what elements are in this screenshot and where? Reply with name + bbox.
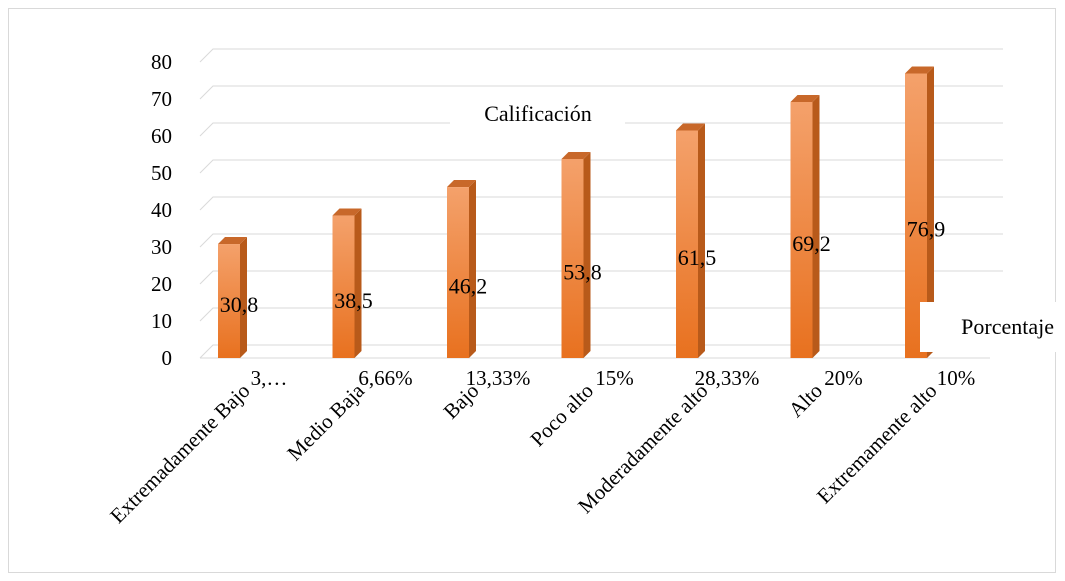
bar-front bbox=[332, 215, 355, 358]
data-label: 61,5 bbox=[678, 245, 717, 270]
category-label: Extremamente alto bbox=[812, 379, 942, 509]
bar-front bbox=[561, 158, 584, 358]
y-tick-label: 10 bbox=[151, 309, 172, 333]
bar-top bbox=[218, 237, 247, 245]
bar-top bbox=[790, 94, 820, 102]
bar-side bbox=[583, 151, 591, 358]
gridline bbox=[199, 233, 1003, 248]
gridline bbox=[199, 307, 1003, 322]
category-percentage: 13,33% bbox=[466, 366, 531, 390]
data-label: 53,8 bbox=[563, 259, 602, 284]
bar bbox=[447, 180, 476, 358]
y-tick-label: 60 bbox=[151, 124, 172, 148]
bars bbox=[218, 66, 934, 359]
gridlines bbox=[199, 48, 1003, 359]
bar-side bbox=[469, 180, 476, 358]
category-percentage: 28,33% bbox=[695, 366, 760, 390]
bar-top bbox=[905, 66, 934, 74]
gridline bbox=[199, 344, 1003, 359]
bar-side bbox=[927, 66, 934, 358]
category-percentages: 3,… 6,66% 13,33% 15% 28,33% 20% 10% bbox=[251, 366, 976, 390]
category-label: Alto bbox=[784, 379, 827, 422]
gridline bbox=[199, 85, 1003, 100]
bar-front bbox=[218, 244, 240, 358]
category-percentage: 6,66% bbox=[358, 366, 412, 390]
bar-front bbox=[790, 101, 813, 359]
bar-top bbox=[447, 180, 476, 188]
bar bbox=[905, 66, 934, 358]
data-label: 76,9 bbox=[907, 217, 946, 242]
bar-top bbox=[676, 123, 705, 131]
bar-side bbox=[698, 123, 705, 358]
y-tick-label: 0 bbox=[162, 346, 173, 370]
bar-front bbox=[447, 187, 469, 358]
data-labels: 30,8 38,5 46,2 53,8 61,5 69,2 76,9 bbox=[220, 217, 946, 317]
bar-front bbox=[676, 130, 698, 358]
category-percentage: 15% bbox=[595, 366, 634, 390]
category-percentage: 3,… bbox=[251, 366, 288, 390]
bar bbox=[218, 237, 247, 358]
bar bbox=[790, 94, 820, 359]
bar-side bbox=[354, 208, 362, 358]
y-tick-label: 30 bbox=[151, 235, 172, 259]
category-label: Poco alto bbox=[525, 379, 598, 452]
data-label: 69,2 bbox=[792, 231, 831, 256]
category-percentage: 20% bbox=[824, 366, 863, 390]
bar-side bbox=[240, 237, 247, 358]
category-label: Extremadamente Bajo bbox=[105, 379, 254, 528]
calificacion-label: Calificación bbox=[484, 101, 592, 126]
calificacion-label-bg bbox=[450, 88, 625, 130]
y-tick-label: 70 bbox=[151, 87, 172, 111]
y-axis-ticks: 0 10 20 30 40 50 60 70 80 bbox=[151, 50, 172, 370]
data-label: 46,2 bbox=[449, 274, 488, 299]
data-label: 30,8 bbox=[220, 292, 259, 317]
gridline bbox=[199, 270, 1003, 285]
bar bbox=[676, 123, 705, 358]
porcentaje-label: Porcentaje bbox=[961, 314, 1054, 339]
bar bbox=[332, 208, 362, 358]
y-tick-label: 20 bbox=[151, 272, 172, 296]
gridline bbox=[199, 48, 1003, 63]
gridline bbox=[199, 122, 1003, 137]
bar-front bbox=[905, 73, 927, 358]
y-tick-label: 40 bbox=[151, 198, 172, 222]
gridline bbox=[199, 196, 1003, 211]
y-tick-label: 50 bbox=[151, 161, 172, 185]
data-label: 38,5 bbox=[334, 288, 373, 313]
bar-side bbox=[812, 94, 820, 359]
category-percentage: 10% bbox=[937, 366, 976, 390]
category-label: Medio Baja bbox=[282, 378, 369, 465]
bar-top bbox=[561, 151, 591, 159]
x-axis-categories: Extremadamente Bajo Medio Baja Bajo Poco al… bbox=[105, 378, 941, 528]
bar-top bbox=[332, 208, 362, 216]
y-tick-label: 80 bbox=[151, 50, 172, 74]
porcentaje-label-bg bbox=[920, 302, 1056, 352]
bar bbox=[561, 151, 591, 358]
gridline bbox=[199, 159, 1003, 174]
